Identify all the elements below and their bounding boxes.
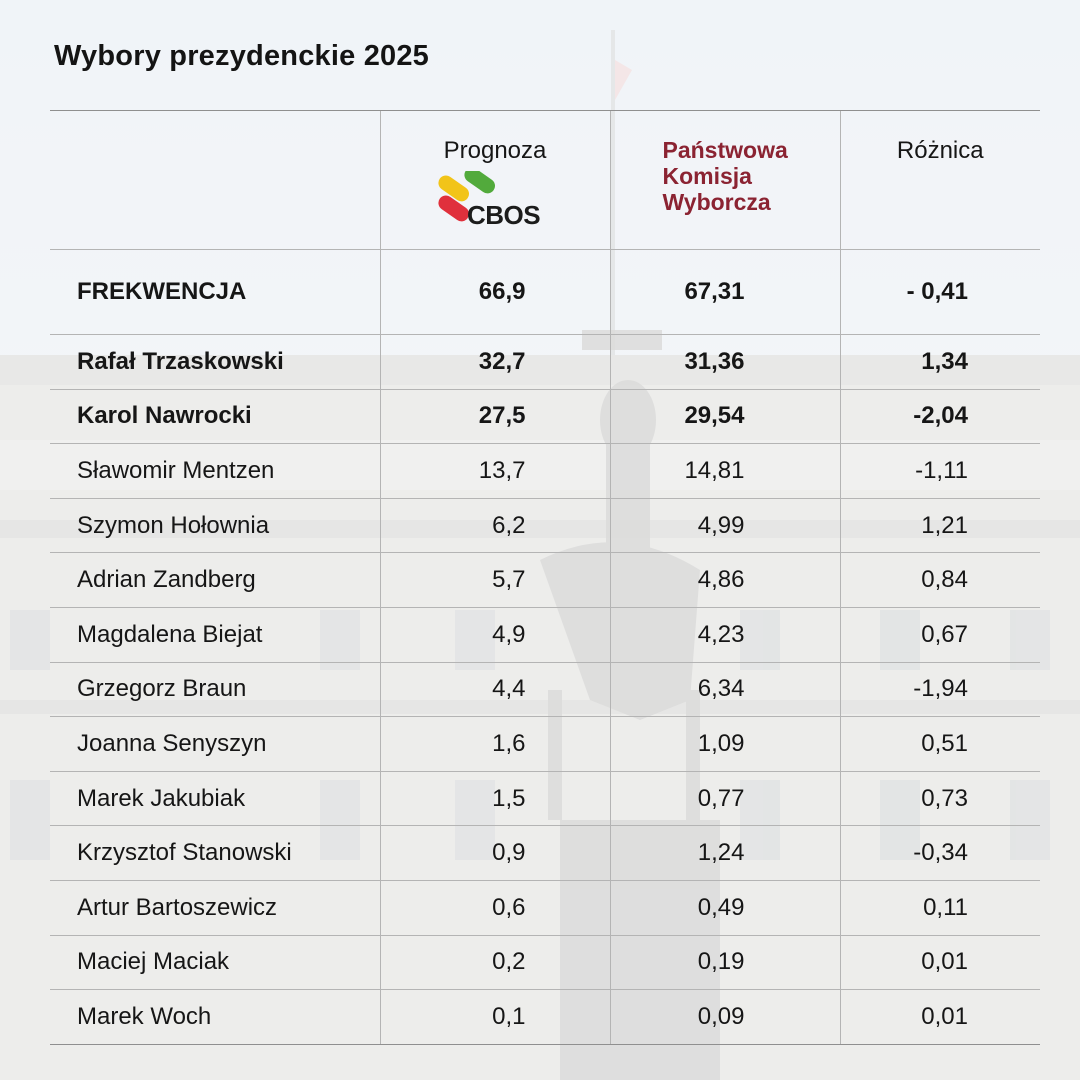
- header-pkw-line-3: Wyborcza: [662, 189, 771, 215]
- difference-value-cell: - 0,41: [839, 249, 1040, 335]
- candidate-row: Karol Nawrocki 27,5 29,54 -2,04: [50, 389, 1040, 445]
- difference-value-cell: 0,01: [839, 935, 1040, 991]
- pkw-value-cell: 0,09: [609, 989, 840, 1045]
- candidate-row: Grzegorz Braun 4,4 6,34 -1,94: [50, 662, 1040, 718]
- row-name-cell: Adrian Zandberg: [50, 552, 380, 608]
- forecast-value-cell: 0,1: [379, 989, 610, 1045]
- difference-value-cell: 0,51: [839, 716, 1040, 772]
- forecast-value-cell: 27,5: [379, 389, 610, 445]
- difference-value-cell: 0,73: [839, 771, 1040, 827]
- row-name-cell: Maciej Maciak: [50, 935, 380, 991]
- pkw-value-cell: 67,31: [609, 249, 840, 335]
- page-title: Wybory prezydenckie 2025: [54, 40, 430, 72]
- row-name-cell: Marek Jakubiak: [50, 771, 380, 827]
- candidate-row: Krzysztof Stanowski 0,9 1,24 -0,34: [50, 825, 1040, 881]
- pkw-value-cell: 0,19: [609, 935, 840, 991]
- row-name-cell: Rafał Trzaskowski: [50, 334, 380, 390]
- row-name-cell: Sławomir Mentzen: [50, 443, 380, 499]
- difference-value-cell: 1,21: [839, 498, 1040, 554]
- candidate-row: Artur Bartoszewicz 0,6 0,49 0,11: [50, 880, 1040, 936]
- forecast-value-cell: 4,9: [379, 607, 610, 663]
- header-forecast-cbos: Prognoza CBOS: [379, 110, 610, 250]
- row-name-cell: Artur Bartoszewicz: [50, 880, 380, 936]
- row-name-cell: Krzysztof Stanowski: [50, 825, 380, 881]
- difference-value-cell: -0,34: [839, 825, 1040, 881]
- pkw-value-cell: 4,99: [609, 498, 840, 554]
- cbos-logo-text: CBOS: [467, 200, 540, 229]
- header-forecast-label: Prognoza: [443, 137, 547, 164]
- header-pkw-line-2: Komisja: [662, 163, 752, 189]
- row-name-cell: Joanna Senyszyn: [50, 716, 380, 772]
- candidate-row: Marek Woch 0,1 0,09 0,01: [50, 989, 1040, 1045]
- forecast-value-cell: 1,6: [379, 716, 610, 772]
- header-empty-cell: [50, 110, 380, 250]
- difference-value-cell: -1,11: [839, 443, 1040, 499]
- forecast-value-cell: 66,9: [379, 249, 610, 335]
- cbos-pill-marks: [438, 171, 495, 222]
- pkw-value-cell: 4,86: [609, 552, 840, 608]
- difference-value-cell: -2,04: [839, 389, 1040, 445]
- turnout-row: FREKWENCJA 66,9 67,31- 0,41: [50, 249, 1040, 335]
- pkw-value-cell: 1,09: [609, 716, 840, 772]
- row-name-cell: Grzegorz Braun: [50, 662, 380, 718]
- pkw-value-cell: 1,24: [609, 825, 840, 881]
- difference-value-cell: 1,34: [839, 334, 1040, 390]
- candidate-row: Sławomir Mentzen 13,7 14,81 -1,11: [50, 443, 1040, 499]
- pkw-value-cell: 31,36: [609, 334, 840, 390]
- forecast-value-cell: 13,7: [379, 443, 610, 499]
- difference-value-cell: -1,94: [839, 662, 1040, 718]
- forecast-value-cell: 0,9: [379, 825, 610, 881]
- table-header-row: Prognoza CBOS Państwowa Komisja Wyborcza…: [50, 110, 1040, 250]
- candidate-row: Szymon Hołownia 6,2 4,99 1,21: [50, 498, 1040, 554]
- forecast-value-cell: 6,2: [379, 498, 610, 554]
- candidate-row: Marek Jakubiak 1,5 0,77 0,73: [50, 771, 1040, 827]
- pkw-value-cell: 6,34: [609, 662, 840, 718]
- row-name-cell: Marek Woch: [50, 989, 380, 1045]
- candidate-row: Rafał Trzaskowski 32,7 31,36 1,34: [50, 334, 1040, 390]
- cbos-logo: CBOS: [438, 171, 541, 229]
- forecast-value-cell: 0,6: [379, 880, 610, 936]
- header-difference: Różnica: [839, 110, 1040, 250]
- forecast-value-cell: 4,4: [379, 662, 610, 718]
- difference-value-cell: 0,01: [839, 989, 1040, 1045]
- row-name-cell: Magdalena Biejat: [50, 607, 380, 663]
- header-pkw: Państwowa Komisja Wyborcza: [609, 110, 840, 250]
- row-name-cell: Szymon Hołownia: [50, 498, 380, 554]
- pkw-value-cell: 0,49: [609, 880, 840, 936]
- forecast-value-cell: 32,7: [379, 334, 610, 390]
- difference-value-cell: 0,84: [839, 552, 1040, 608]
- pkw-value-cell: 4,23: [609, 607, 840, 663]
- header-pkw-line-1: Państwowa: [662, 137, 788, 163]
- row-name-cell: Karol Nawrocki: [50, 389, 380, 445]
- candidate-row: Maciej Maciak 0,2 0,19 0,01: [50, 935, 1040, 991]
- difference-value-cell: 0,11: [839, 880, 1040, 936]
- difference-value-cell: 0,67: [839, 607, 1040, 663]
- forecast-value-cell: 5,7: [379, 552, 610, 608]
- candidate-row: Magdalena Biejat 4,9 4,23 0,67: [50, 607, 1040, 663]
- results-table: Prognoza CBOS Państwowa Komisja Wyborcza…: [50, 110, 1040, 1045]
- pkw-value-cell: 14,81: [609, 443, 840, 499]
- pkw-value-cell: 0,77: [609, 771, 840, 827]
- candidate-row: Joanna Senyszyn 1,6 1,09 0,51: [50, 716, 1040, 772]
- pkw-value-cell: 29,54: [609, 389, 840, 445]
- forecast-value-cell: 0,2: [379, 935, 610, 991]
- row-name-cell: FREKWENCJA: [50, 249, 380, 335]
- forecast-value-cell: 1,5: [379, 771, 610, 827]
- candidate-row: Adrian Zandberg 5,7 4,86 0,84: [50, 552, 1040, 608]
